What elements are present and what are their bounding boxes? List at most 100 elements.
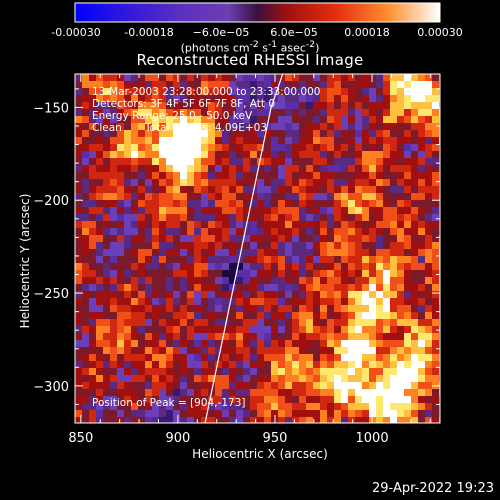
heatmap-cell: [257, 368, 265, 376]
heatmap-cell: [376, 354, 384, 362]
heatmap-cell: [285, 165, 293, 173]
heatmap-cell: [271, 382, 279, 390]
heatmap-cell: [418, 389, 426, 397]
heatmap-cell: [397, 165, 405, 173]
heatmap-cell: [257, 235, 265, 243]
heatmap-cell: [201, 102, 209, 110]
heatmap-cell: [299, 396, 307, 404]
heatmap-cell: [334, 417, 342, 423]
heatmap-cell: [152, 144, 160, 152]
heatmap-cell: [222, 74, 230, 82]
heatmap-cell: [418, 340, 426, 348]
heatmap-cell: [75, 368, 83, 376]
heatmap-cell: [194, 130, 202, 138]
heatmap-cell: [348, 375, 356, 383]
heatmap-cell: [152, 403, 160, 411]
chart-title: Reconstructed RHESSI Image: [136, 51, 364, 69]
heatmap-cell: [369, 284, 377, 292]
heatmap-cell: [313, 417, 321, 423]
heatmap-cell: [82, 249, 90, 257]
heatmap-cell: [124, 74, 132, 82]
heatmap-cell: [278, 354, 286, 362]
heatmap-cell: [383, 410, 391, 418]
heatmap-cell: [285, 214, 293, 222]
heatmap-cell: [313, 151, 321, 159]
heatmap-cell: [173, 347, 181, 355]
heatmap-cell: [306, 242, 314, 250]
heatmap-cell: [138, 165, 146, 173]
heatmap-cell: [215, 228, 223, 236]
heatmap-cell: [236, 375, 244, 383]
heatmap-cell: [299, 284, 307, 292]
heatmap-cell: [390, 186, 398, 194]
heatmap-cell: [334, 172, 342, 180]
heatmap-cell: [117, 221, 125, 229]
heatmap-cell: [362, 256, 370, 264]
heatmap-cell: [215, 368, 223, 376]
heatmap-cell: [152, 74, 160, 82]
heatmap-cell: [138, 277, 146, 285]
heatmap-cell: [215, 88, 223, 96]
heatmap-cell: [271, 375, 279, 383]
heatmap-cell: [89, 102, 97, 110]
heatmap-cell: [82, 214, 90, 222]
heatmap-cell: [320, 263, 328, 271]
heatmap-cell: [257, 207, 265, 215]
heatmap-cell: [432, 165, 440, 173]
heatmap-cell: [250, 333, 258, 341]
heatmap-cell: [131, 74, 139, 82]
heatmap-cell: [278, 319, 286, 327]
heatmap-cell: [124, 158, 132, 166]
heatmap-cell: [159, 347, 167, 355]
x-tick-label: 950: [263, 431, 288, 446]
heatmap-cell: [334, 207, 342, 215]
heatmap-cell: [425, 333, 433, 341]
heatmap-cell: [432, 375, 440, 383]
heatmap-cell: [180, 256, 188, 264]
heatmap-cell: [264, 389, 272, 397]
heatmap-cell: [180, 186, 188, 194]
heatmap-cell: [425, 305, 433, 313]
heatmap-cell: [187, 207, 195, 215]
heatmap-cell: [397, 235, 405, 243]
heatmap-cell: [257, 81, 265, 89]
heatmap-cell: [355, 102, 363, 110]
heatmap-cell: [138, 382, 146, 390]
heatmap-cell: [376, 305, 384, 313]
heatmap-cell: [229, 270, 237, 278]
heatmap-cell: [117, 277, 125, 285]
heatmap-cell: [278, 242, 286, 250]
heatmap-cell: [145, 200, 153, 208]
heatmap-cell: [397, 354, 405, 362]
heatmap-cell: [201, 193, 209, 201]
heatmap-cell: [390, 130, 398, 138]
heatmap-cell: [411, 249, 419, 257]
heatmap-cell: [117, 410, 125, 418]
heatmap-cell: [75, 109, 83, 117]
heatmap-cell: [166, 361, 174, 369]
heatmap-cell: [257, 179, 265, 187]
heatmap-cell: [278, 109, 286, 117]
heatmap-cell: [362, 291, 370, 299]
heatmap-cell: [320, 158, 328, 166]
heatmap-cell: [110, 179, 118, 187]
heatmap-cell: [250, 137, 258, 145]
heatmap-cell: [257, 123, 265, 131]
heatmap-cell: [411, 102, 419, 110]
heatmap-cell: [264, 200, 272, 208]
heatmap-cell: [110, 74, 118, 82]
heatmap-cell: [250, 263, 258, 271]
heatmap-cell: [222, 368, 230, 376]
heatmap-cell: [208, 340, 216, 348]
heatmap-cell: [229, 319, 237, 327]
heatmap-cell: [257, 340, 265, 348]
heatmap-cell: [411, 130, 419, 138]
heatmap-cell: [173, 235, 181, 243]
heatmap-cell: [131, 186, 139, 194]
heatmap-cell: [103, 256, 111, 264]
heatmap-cell: [89, 186, 97, 194]
heatmap-cell: [383, 137, 391, 145]
heatmap-cell: [390, 137, 398, 145]
heatmap-cell: [313, 319, 321, 327]
heatmap-cell: [201, 200, 209, 208]
